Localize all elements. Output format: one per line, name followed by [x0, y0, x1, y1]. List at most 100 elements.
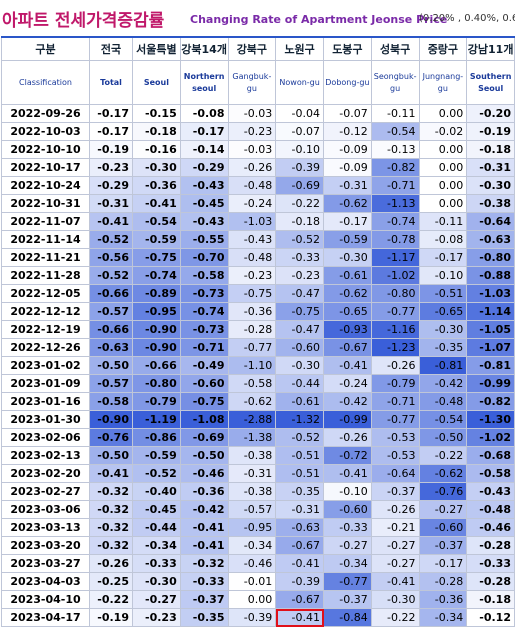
value-cell: -0.66: [132, 356, 181, 375]
column-header-en: Gangbuk-gu: [227, 60, 277, 105]
value-cell: -0.76: [418, 482, 468, 501]
value-cell: -0.38: [227, 482, 277, 501]
value-cell: -0.36: [227, 302, 277, 321]
value-cell: -0.22: [418, 446, 468, 465]
value-cell: -0.48: [418, 392, 468, 411]
value-cell: -0.11: [418, 212, 468, 231]
value-cell: -0.86: [132, 428, 181, 447]
date-cell: 2023-03-27: [1, 554, 90, 573]
table-row: 2022-12-19 -0.66 -0.90 -0.73 -0.28 -0.47 -0.93…: [1, 320, 515, 339]
value-cell: -0.63: [466, 230, 515, 249]
date-cell: 2022-10-17: [1, 158, 90, 177]
date-cell: 2023-01-30: [1, 410, 90, 429]
value-cell: -0.16: [132, 140, 181, 159]
value-cell: -0.22: [275, 194, 324, 213]
title-note: (0.20% , 0.40%, 0.6: [419, 13, 515, 24]
value-cell: -0.39: [227, 608, 277, 627]
value-cell: -0.57: [227, 500, 277, 519]
value-cell: -0.32: [89, 518, 133, 537]
value-cell: -0.41: [89, 464, 133, 483]
value-cell: -0.38: [466, 194, 515, 213]
value-cell: -0.66: [89, 320, 133, 339]
value-cell: -0.78: [370, 230, 420, 249]
table-row: 2023-01-09 -0.57 -0.80 -0.60 -0.58 -0.44 -0.24…: [1, 374, 515, 393]
value-cell: -0.71: [370, 176, 420, 195]
table-row: 2023-02-06 -0.76 -0.86 -0.69 -1.38 -0.52 -0.26…: [1, 428, 515, 447]
value-cell: -0.48: [227, 176, 277, 195]
value-cell: -0.75: [275, 302, 324, 321]
value-cell: -0.65: [418, 302, 468, 321]
value-cell: -0.76: [89, 428, 133, 447]
value-cell: -1.23: [370, 338, 420, 357]
value-cell: -0.24: [227, 194, 277, 213]
date-cell: 2023-01-02: [1, 356, 90, 375]
value-cell: -0.63: [89, 338, 133, 357]
value-cell: -0.88: [466, 266, 515, 285]
table-row: 2022-10-17 -0.23 -0.30 -0.29 -0.26 -0.39 -0.09…: [1, 158, 515, 177]
value-cell: -0.69: [179, 428, 229, 447]
value-cell: -0.82: [370, 158, 420, 177]
value-cell: -0.27: [418, 500, 468, 519]
value-cell: -0.26: [323, 428, 372, 447]
value-cell: -0.39: [275, 158, 324, 177]
value-cell: -0.30: [370, 590, 420, 609]
value-cell: -0.41: [323, 356, 372, 375]
value-cell: -0.41: [179, 518, 229, 537]
value-cell: -0.30: [466, 176, 515, 195]
value-cell: -0.17: [89, 122, 133, 141]
value-cell: -0.59: [132, 230, 181, 249]
date-cell: 2023-03-20: [1, 536, 90, 555]
date-cell: 2023-02-06: [1, 428, 90, 447]
value-cell: -0.50: [418, 428, 468, 447]
rate-table: 구분 전국 서울특별 강북14개 강북구 노원구 도봉구 성북구 중랑구 강남11개 Classif…: [1, 36, 515, 627]
date-cell: 2022-11-14: [1, 230, 90, 249]
value-cell: -1.38: [227, 428, 277, 447]
table-row: 2023-04-03 -0.25 -0.30 -0.33 -0.01 -0.39 -0.77…: [1, 572, 515, 591]
value-cell: -0.30: [323, 248, 372, 267]
value-cell: -0.32: [89, 482, 133, 501]
value-cell: -0.77: [323, 572, 372, 591]
table-row: 2022-12-05 -0.66 -0.89 -0.73 -0.75 -0.47 -0.62…: [1, 284, 515, 303]
value-cell: -0.80: [370, 284, 420, 303]
column-header-ko: 중랑구: [418, 36, 468, 61]
date-cell: 2022-10-24: [1, 176, 90, 195]
value-cell: 0.00: [418, 176, 468, 195]
value-cell: -0.26: [370, 356, 420, 375]
value-cell: -0.31: [89, 194, 133, 213]
table-row: 2022-12-12 -0.57 -0.95 -0.74 -0.36 -0.75 -0.65…: [1, 302, 515, 321]
value-cell: -0.26: [227, 158, 277, 177]
value-cell: -0.41: [89, 212, 133, 231]
value-cell: -0.54: [418, 410, 468, 429]
value-cell: -0.80: [466, 248, 515, 267]
value-cell: -0.27: [323, 536, 372, 555]
value-cell: -0.74: [132, 266, 181, 285]
value-cell: -0.31: [227, 464, 277, 483]
value-cell: -0.41: [275, 554, 324, 573]
table-row: 2023-01-30 -0.90 -1.19 -1.08 -2.88 -1.32 -0.99…: [1, 410, 515, 429]
table-row: 2023-03-20 -0.32 -0.34 -0.41 -0.34 -0.67 -0.27…: [1, 536, 515, 555]
value-cell: -0.64: [466, 212, 515, 231]
value-cell: -0.10: [418, 266, 468, 285]
date-cell: 2022-10-03: [1, 122, 90, 141]
title-english: Changing Rate of Apartment Jeonse Price: [190, 13, 448, 26]
value-cell: -0.07: [275, 122, 324, 141]
value-cell: -0.30: [418, 320, 468, 339]
date-cell: 2022-11-28: [1, 266, 90, 285]
value-cell: -0.04: [275, 104, 324, 123]
date-cell: 2023-03-13: [1, 518, 90, 537]
value-cell: -0.89: [132, 284, 181, 303]
value-cell: -0.34: [323, 554, 372, 573]
value-cell: -1.32: [275, 410, 324, 429]
value-cell: -0.58: [179, 266, 229, 285]
value-cell: -0.62: [323, 194, 372, 213]
column-header-ko: 성북구: [370, 36, 420, 61]
value-cell: -0.18: [132, 122, 181, 141]
value-cell: -0.80: [132, 374, 181, 393]
value-cell: -0.35: [275, 482, 324, 501]
column-header-ko: 전국: [89, 36, 133, 61]
table-row: 2022-10-03 -0.17 -0.18 -0.17 -0.23 -0.07 -0.12…: [1, 122, 515, 141]
value-cell: -0.37: [370, 482, 420, 501]
value-cell: -0.62: [323, 284, 372, 303]
value-cell: -1.30: [466, 410, 515, 429]
value-cell: -0.53: [370, 428, 420, 447]
